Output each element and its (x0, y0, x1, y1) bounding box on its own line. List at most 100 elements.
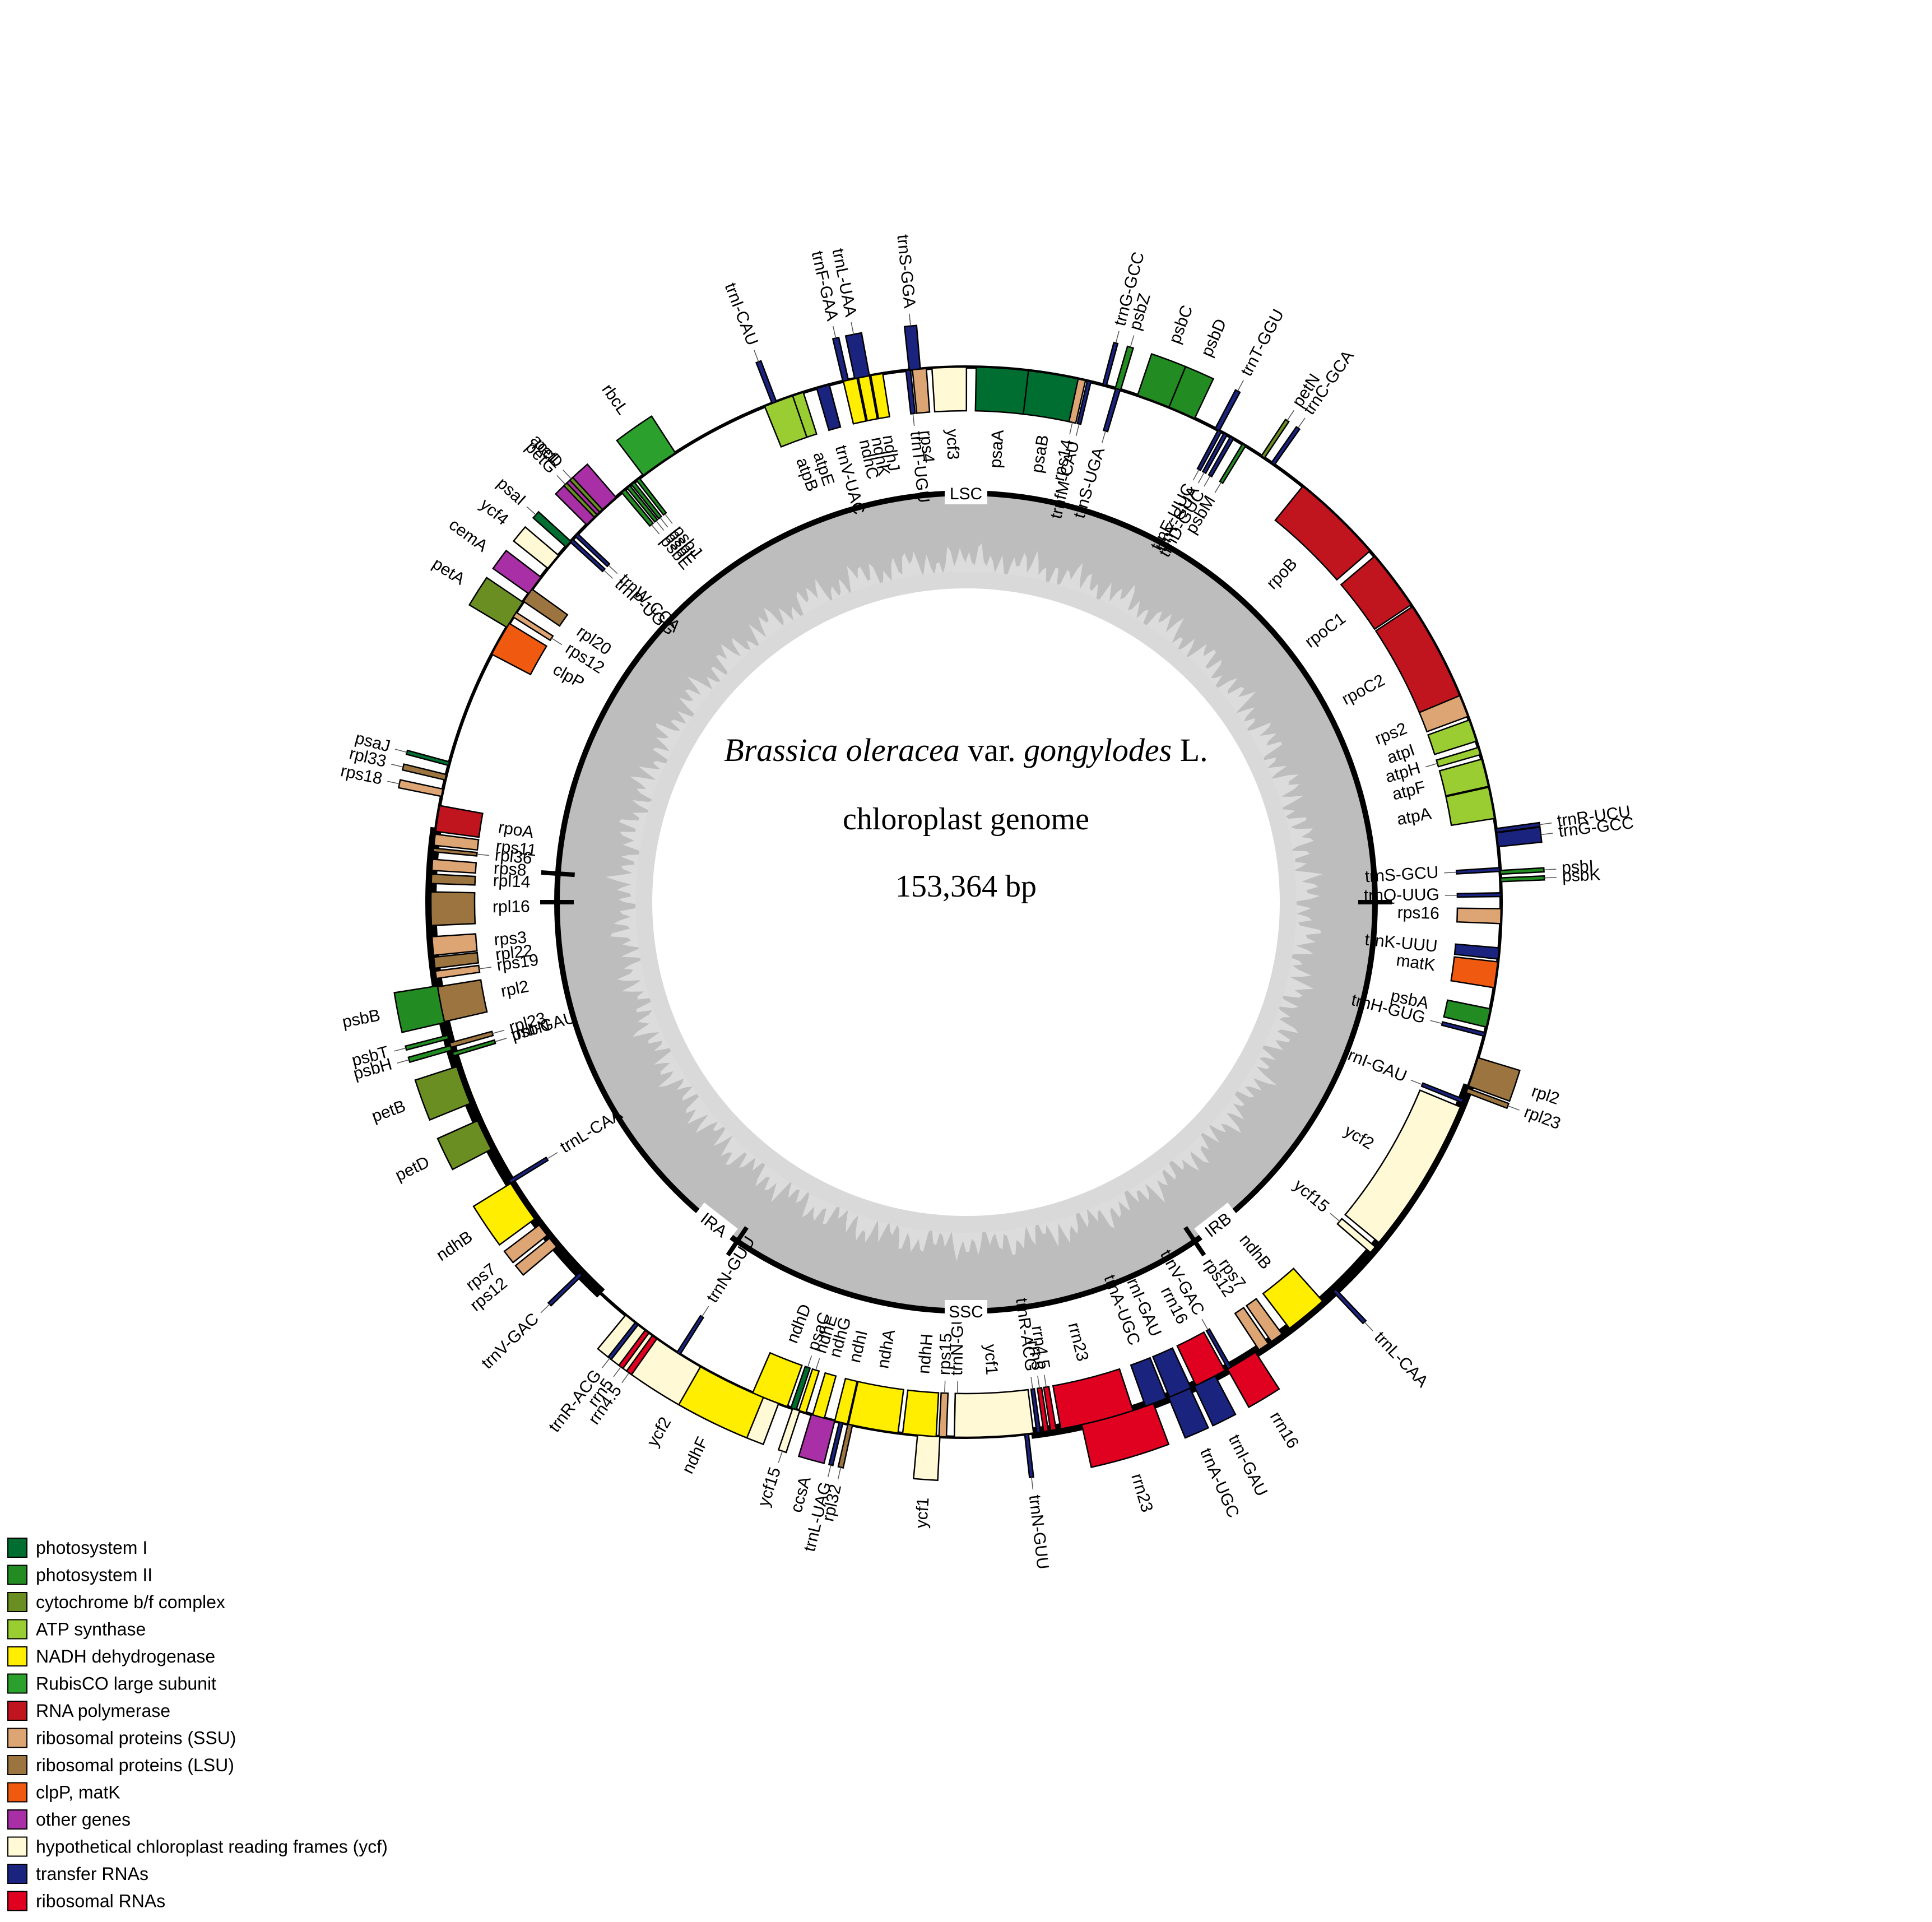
legend-label: ATP synthase (36, 1619, 146, 1640)
gene-trni-cau (755, 360, 778, 405)
gene-label: psaA (986, 429, 1007, 469)
legend-label: cytochrome b/f complex (36, 1592, 225, 1612)
gene-rpob (1274, 485, 1371, 581)
gene-leader-line (1102, 430, 1106, 443)
species-genus-species: Brassica oleracea (724, 732, 959, 768)
region-label-ssc: SSC (949, 1303, 983, 1321)
legend-swatch (7, 1538, 27, 1558)
legend-swatch (7, 1782, 27, 1803)
gene-trns-gga (903, 324, 921, 371)
gene-rpoc2 (1374, 606, 1461, 716)
gene-petg (563, 482, 598, 518)
gene-rpl22 (433, 951, 480, 969)
gene-trnl-uag (828, 1421, 844, 1466)
gene-label: psbD (1197, 316, 1230, 359)
gene-leader-line (832, 326, 837, 338)
gene-leader-line (603, 569, 614, 579)
gene-trni-gau (1420, 1082, 1465, 1104)
gene-label: trnL-CAA (1371, 1328, 1432, 1391)
gene-rrn23 (1052, 1368, 1134, 1430)
legend-swatch (7, 1836, 27, 1857)
gene-rps16 (1456, 907, 1502, 925)
gene-label: rps16 (1397, 903, 1439, 923)
legend-label: transfer RNAs (36, 1864, 148, 1884)
gene-ycf1 (913, 1434, 941, 1482)
gene-label: rpl23 (1522, 1103, 1563, 1133)
gene-leader-line (1287, 410, 1294, 421)
gene-label: psbI (1561, 857, 1594, 877)
gene-leader-line (1075, 424, 1080, 437)
gene-leader-line (702, 1306, 709, 1317)
gene-ycf1 (953, 1389, 1034, 1438)
gene-leader-line (394, 749, 407, 753)
gene-label: rrn23 (1127, 1471, 1157, 1515)
legend-swatch (7, 1864, 27, 1884)
gene-leader-line (815, 1358, 820, 1371)
gene-leader-line (909, 313, 911, 326)
gene-leader-line (1544, 869, 1557, 871)
gene-label: trnN-GUU (703, 1233, 759, 1306)
region-boundary-tick (1183, 1226, 1206, 1257)
legend: photosystem I photosystem II cytochrome b/… (7, 1538, 388, 1911)
gene-label: rpl16 (493, 897, 530, 916)
gene-label: trnI-CAU (721, 280, 762, 348)
gene-atpi (1427, 719, 1478, 755)
legend-swatch (7, 1755, 27, 1775)
gene-leader-line (540, 1304, 550, 1313)
gene-leader-line (526, 506, 536, 516)
gene-trng-gcc (1102, 341, 1119, 387)
gene-psbt (404, 1034, 450, 1051)
gene-label: rpl22 (494, 941, 533, 964)
gene-label: trnN-GUU (1025, 1494, 1052, 1570)
gene-rps7 (1245, 1297, 1283, 1343)
gene-leader-line (551, 638, 563, 646)
gene-petn (1260, 418, 1290, 459)
gene-rpl20 (522, 588, 569, 627)
genome-title: Brassica oleracea var. gongylodes L. chl… (724, 732, 1208, 904)
gene-trnk-uuu (1453, 943, 1500, 960)
gene-trnw-cca (574, 532, 611, 568)
gene-petb (414, 1065, 471, 1121)
gene-leader-line (1037, 1376, 1040, 1389)
legend-swatch (7, 1701, 27, 1721)
gene-trnp-ugg (569, 538, 606, 573)
gene-leader-line (1430, 1020, 1443, 1024)
legend-swatch (7, 1564, 27, 1585)
genome-center (652, 588, 1280, 1216)
legend-swatch (7, 1728, 27, 1748)
gene-atph (1436, 746, 1481, 768)
legend-label: photosystem II (36, 1565, 152, 1585)
gene-psbi (1499, 867, 1545, 875)
gene-label: ycf4 (476, 495, 512, 529)
gene-psbm (1219, 443, 1247, 484)
gene-leader-line (664, 513, 673, 524)
gene-ccsa (797, 1413, 836, 1464)
gene-label: ycf3 (943, 429, 963, 460)
gene-trnv-gac (547, 1271, 584, 1307)
gene-label: rps8 (493, 859, 527, 880)
gene-rps12 (514, 1237, 558, 1276)
gene-trnv-uac (816, 384, 842, 431)
gene-label: ycf2 (643, 1414, 675, 1450)
gene-trns-uga (1102, 387, 1121, 433)
gene-label: ndhA (874, 1328, 899, 1370)
gene-label: trnV-GAC (478, 1310, 542, 1373)
legend-label: hypothetical chloroplast reading frames … (36, 1837, 388, 1857)
gene-trnt-ugu (905, 369, 916, 415)
gene-clpp (490, 622, 548, 676)
region-boundary-tick (726, 1226, 749, 1257)
gene-rpl16 (430, 891, 476, 926)
gene-psbb (393, 985, 445, 1033)
gene-leader-line (1031, 1477, 1034, 1490)
gene-leader-line (1364, 1321, 1373, 1331)
gene-rps19 (434, 964, 481, 979)
gene-label: psbB (341, 1006, 382, 1031)
legend-label: RNA polymerase (36, 1701, 170, 1721)
gene-label: trnS-GCU (1364, 863, 1439, 886)
gene-rps11 (433, 833, 480, 851)
gene-atpa (1445, 786, 1496, 827)
gene-atpb (764, 394, 808, 448)
gene-trnt-ggu (1214, 389, 1241, 432)
gene-label: ycf1 (981, 1344, 1001, 1376)
gene-rps18 (397, 779, 444, 797)
